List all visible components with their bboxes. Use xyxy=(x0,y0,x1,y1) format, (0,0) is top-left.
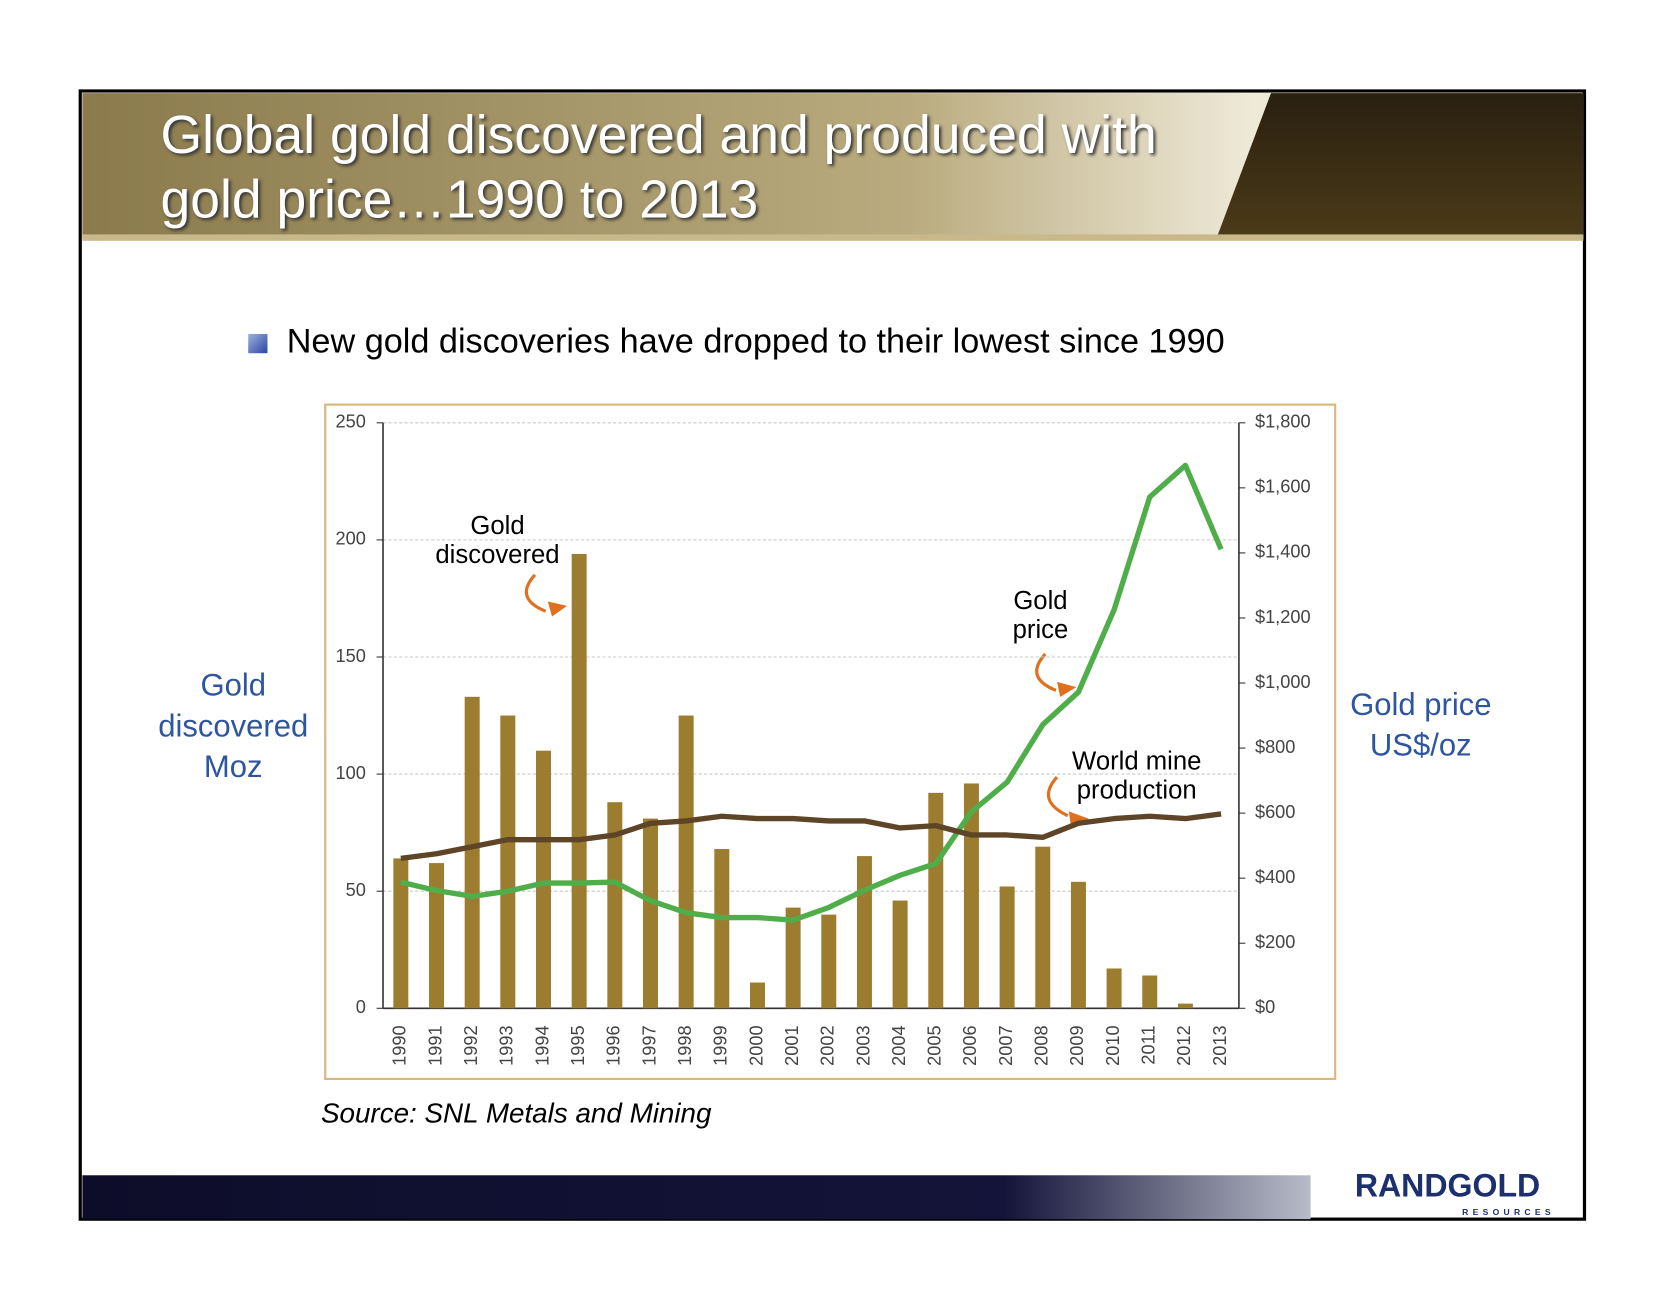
y2-tick-label: $1,400 xyxy=(1255,542,1311,562)
y2-tick-label: $1,600 xyxy=(1255,477,1311,497)
bar xyxy=(429,863,444,1009)
y2-tick-label: $800 xyxy=(1255,737,1295,757)
bar xyxy=(714,849,730,1009)
y2-axis-label-box: Gold price US$/oz xyxy=(1350,688,1492,764)
bar xyxy=(500,715,516,1009)
source: Source: SNL Metals and Mining xyxy=(321,1098,712,1129)
arrow-head xyxy=(1057,681,1077,697)
annotation-box: World mine production xyxy=(1072,747,1202,805)
y-axis-label-box: Gold discovered Moz xyxy=(158,668,309,785)
y2-tick-label: $1,200 xyxy=(1255,607,1311,627)
bar xyxy=(999,886,1015,1009)
y2-axis-label: Gold price US$/oz xyxy=(1350,688,1492,764)
annotation-box: Gold price xyxy=(1012,586,1069,645)
arrow-head xyxy=(547,601,568,617)
x-tick-label: 2006 xyxy=(960,1025,980,1065)
y-axis-label: Gold discovered Moz xyxy=(158,668,309,785)
y2-tick-label: $1,000 xyxy=(1255,672,1311,692)
annotation-box: Gold discovered xyxy=(435,511,560,570)
x-tick-label: 1992 xyxy=(461,1025,481,1065)
bar xyxy=(1106,968,1122,1009)
y-tick-label: 0 xyxy=(356,997,366,1017)
bar xyxy=(928,792,944,1009)
logo: RANDGOLD xyxy=(1355,1168,1540,1204)
y2-tick-label: $200 xyxy=(1255,932,1295,952)
arrow xyxy=(524,573,547,613)
bar xyxy=(393,858,409,1009)
x-tick-label: 2012 xyxy=(1174,1025,1194,1065)
line xyxy=(400,811,1222,862)
x-tick-label: 1991 xyxy=(425,1025,445,1065)
bullet-text: New gold discoveries have dropped to the… xyxy=(287,323,1225,361)
y-tick-label: 200 xyxy=(336,529,366,549)
bar xyxy=(536,750,551,1009)
y-tick-label: 100 xyxy=(336,763,366,783)
y-tick-label: 250 xyxy=(336,412,366,432)
x-tick-label: 1993 xyxy=(497,1025,517,1065)
bar xyxy=(1070,881,1086,1009)
line xyxy=(400,462,1224,923)
bar xyxy=(607,802,623,1009)
y-tick-label: 150 xyxy=(336,646,366,666)
x-tick-label: 2009 xyxy=(1067,1025,1087,1065)
x-tick-label: 2004 xyxy=(889,1025,909,1065)
x-tick-label: 1994 xyxy=(532,1025,552,1065)
x-tick-label: 2011 xyxy=(1139,1025,1159,1064)
logo-sub: RESOURCES xyxy=(1462,1207,1555,1217)
y2-tick-label: $1,800 xyxy=(1255,412,1311,432)
x-tick-label: 1995 xyxy=(568,1025,588,1065)
bar xyxy=(571,553,587,1009)
x-tick-label: 2013 xyxy=(1210,1025,1230,1065)
bullet-icon xyxy=(248,333,268,354)
x-tick-label: 2001 xyxy=(782,1025,802,1065)
y2-tick-label: $600 xyxy=(1255,802,1295,822)
y2-tick-label: $0 xyxy=(1255,997,1275,1017)
bar xyxy=(642,818,658,1009)
x-tick-label: 2002 xyxy=(818,1025,838,1065)
x-tick-label: 2000 xyxy=(746,1025,766,1065)
title-box: Global gold discovered and produced with… xyxy=(160,104,1157,230)
x-tick-label: 1999 xyxy=(711,1025,731,1065)
bar xyxy=(1035,846,1051,1009)
bar xyxy=(785,907,801,1009)
x-tick-label: 1996 xyxy=(604,1025,624,1065)
bar xyxy=(678,715,694,1009)
x-tick-label: 2005 xyxy=(925,1025,945,1065)
bar xyxy=(1177,1003,1193,1009)
annotation: Gold discovered xyxy=(435,511,560,570)
x-tick-label: 2003 xyxy=(853,1025,873,1065)
bar xyxy=(821,914,837,1009)
bar xyxy=(749,982,765,1009)
bar xyxy=(464,696,480,1009)
annotation: Gold price xyxy=(1012,586,1069,645)
x-tick-label: 1997 xyxy=(639,1025,659,1065)
bar xyxy=(856,856,872,1009)
x-tick-label: 2008 xyxy=(1032,1025,1052,1065)
y-tick-label: 50 xyxy=(346,880,366,900)
y2-tick-label: $400 xyxy=(1255,867,1295,887)
bar xyxy=(892,900,908,1009)
footer-bar xyxy=(82,1175,1311,1220)
title: Global gold discovered and produced with… xyxy=(160,104,1157,230)
annotation: World mine production xyxy=(1072,747,1202,805)
bar xyxy=(963,783,979,1009)
bar xyxy=(1142,975,1158,1009)
x-tick-label: 2010 xyxy=(1103,1025,1123,1065)
arrow xyxy=(1035,652,1057,692)
arrow xyxy=(1046,776,1069,818)
header-photo xyxy=(1217,93,1584,236)
x-tick-label: 1990 xyxy=(390,1025,410,1065)
header-rule xyxy=(82,234,1584,241)
x-tick-label: 2007 xyxy=(996,1025,1016,1065)
x-tick-label: 1998 xyxy=(675,1025,695,1065)
